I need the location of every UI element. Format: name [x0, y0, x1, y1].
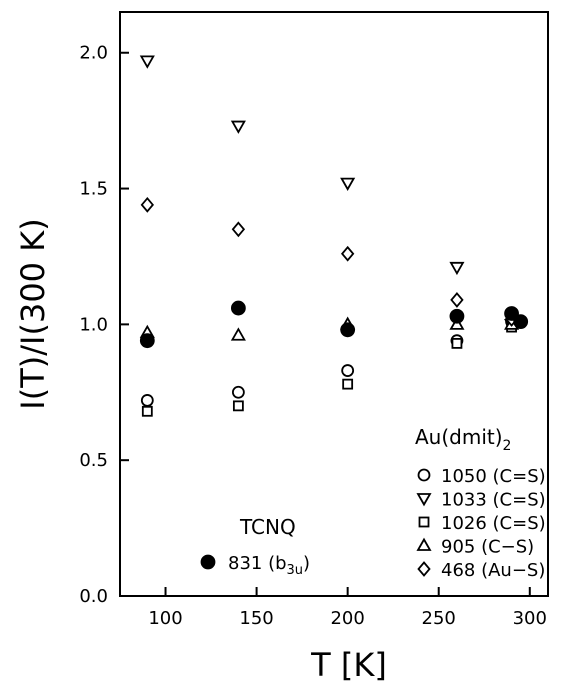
- x-tick-label: 200: [330, 608, 364, 629]
- data-point: [141, 405, 153, 417]
- data-point: [451, 337, 463, 349]
- legend-label: 468 (Au−S): [441, 560, 545, 581]
- legend-marker: [416, 493, 432, 507]
- legend-marker: [417, 468, 431, 482]
- legend-label: 905 (C−S): [441, 537, 534, 558]
- legend-marker: [418, 516, 430, 528]
- y-tick-label: 1.0: [79, 314, 108, 335]
- legend-marker: [200, 554, 216, 570]
- x-tick-label: 300: [513, 608, 547, 629]
- legend-title: TCNQ: [239, 515, 296, 539]
- y-tick-label: 0.5: [79, 450, 108, 471]
- y-tick-label: 1.5: [79, 179, 108, 200]
- data-point: [513, 314, 529, 330]
- data-point: [139, 55, 155, 69]
- data-point: [140, 394, 154, 407]
- data-point: [340, 322, 356, 338]
- data-point: [230, 327, 246, 341]
- data-point: [230, 120, 246, 134]
- legend-label: 1033 (C=S): [441, 490, 546, 511]
- data-point: [449, 261, 465, 276]
- series-4: [140, 196, 519, 327]
- data-point: [504, 306, 519, 321]
- data-point: [341, 364, 355, 377]
- data-point: [450, 292, 464, 308]
- x-tick-label: 150: [239, 608, 273, 629]
- x-tick-label: 250: [422, 608, 456, 629]
- y-tick-label: 0.0: [79, 586, 108, 607]
- data-point: [139, 333, 155, 349]
- x-tick-label: 100: [148, 608, 182, 629]
- legend: Au(dmit)2 1050 (C=S) 1033 (C=S)1026 (C=S) 9…: [200, 425, 546, 581]
- data-point: [340, 245, 355, 262]
- legend-marker: [417, 561, 431, 577]
- legend-title: Au(dmit)2: [415, 425, 511, 454]
- data-point: [340, 177, 356, 191]
- y-axis-title: I(T)/I(300 K): [14, 218, 52, 409]
- data-point: [231, 385, 245, 399]
- x-axis-title: T [K]: [310, 646, 387, 684]
- legend-group-audmit: Au(dmit)2 1050 (C=S) 1033 (C=S)1026 (C=S) 9…: [415, 425, 546, 581]
- data-point: [140, 196, 154, 213]
- series-1: [139, 55, 520, 333]
- data-points: [139, 55, 529, 417]
- legend-marker: [416, 537, 432, 551]
- legend-label: 1050 (C=S): [441, 466, 546, 487]
- plot-frame: [119, 11, 549, 597]
- axes: [119, 11, 549, 597]
- data-point: [230, 300, 246, 316]
- legend-label: 1026 (C=S): [441, 513, 546, 534]
- data-point: [449, 308, 465, 324]
- axis-ticks: 100 150 200 250 300 0.0 0.5 1.0 1.5 2.0: [79, 43, 547, 629]
- data-point: [342, 378, 354, 390]
- legend-label: 831 (b3u): [228, 553, 310, 578]
- series-5: [139, 300, 529, 349]
- y-tick-label: 2.0: [79, 43, 108, 64]
- data-point: [232, 400, 244, 412]
- legend-group-tcnq: TCNQ 831 (b3u): [200, 515, 310, 578]
- data-point: [231, 221, 246, 238]
